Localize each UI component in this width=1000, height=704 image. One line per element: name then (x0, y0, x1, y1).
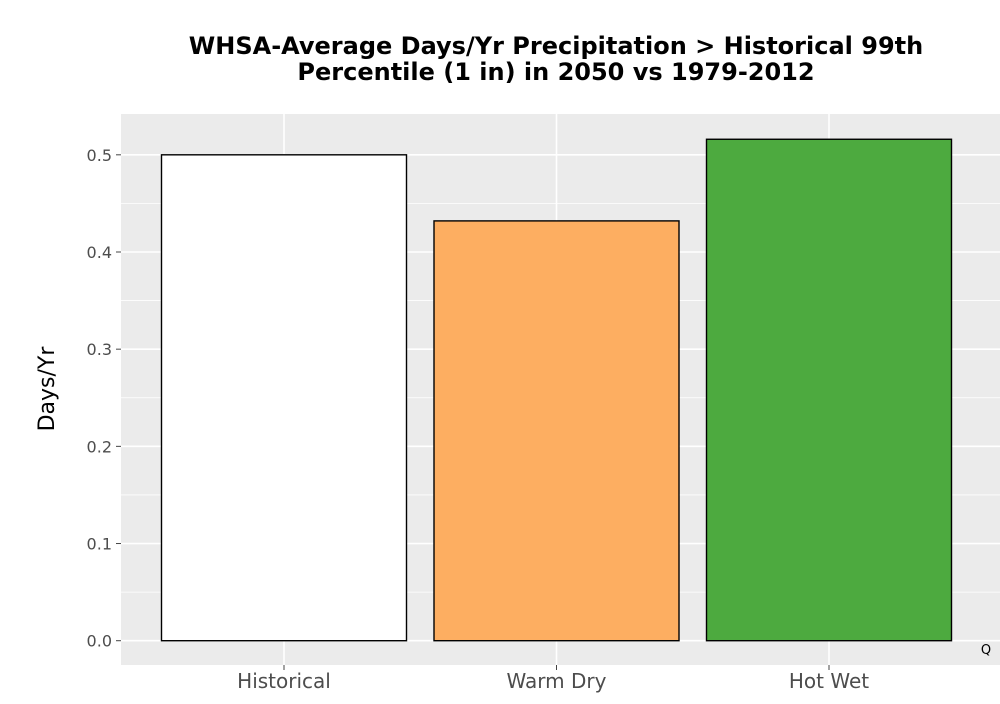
chart-title-line-1: WHSA-Average Days/Yr Precipitation > His… (189, 32, 923, 60)
x-tick-label: Historical (237, 669, 331, 693)
y-tick-label: 0.0 (87, 632, 112, 651)
x-tick-label: Warm Dry (507, 669, 607, 693)
x-tick-label: Hot Wet (789, 669, 869, 693)
y-tick-label: 0.3 (87, 340, 112, 359)
y-tick-label: 0.5 (87, 146, 112, 165)
corner-mark: Q (981, 643, 991, 658)
bar-historical (160, 154, 408, 642)
bar-series (160, 138, 953, 642)
y-tick-label: 0.4 (87, 243, 112, 262)
y-tick-label: 0.2 (87, 437, 112, 456)
bar-hot-wet (705, 138, 953, 642)
bar-warm-dry (433, 220, 680, 642)
y-tick-label: 0.1 (87, 535, 112, 554)
y-axis-ticks: 0.0 0.1 0.2 0.3 0.4 0.5 (87, 146, 121, 651)
y-axis-label: Days/Yr (35, 346, 60, 432)
chart-title-line-2: Percentile (1 in) in 2050 vs 1979-2012 (297, 58, 814, 86)
x-axis-ticks: Historical Warm Dry Hot Wet (237, 665, 869, 693)
